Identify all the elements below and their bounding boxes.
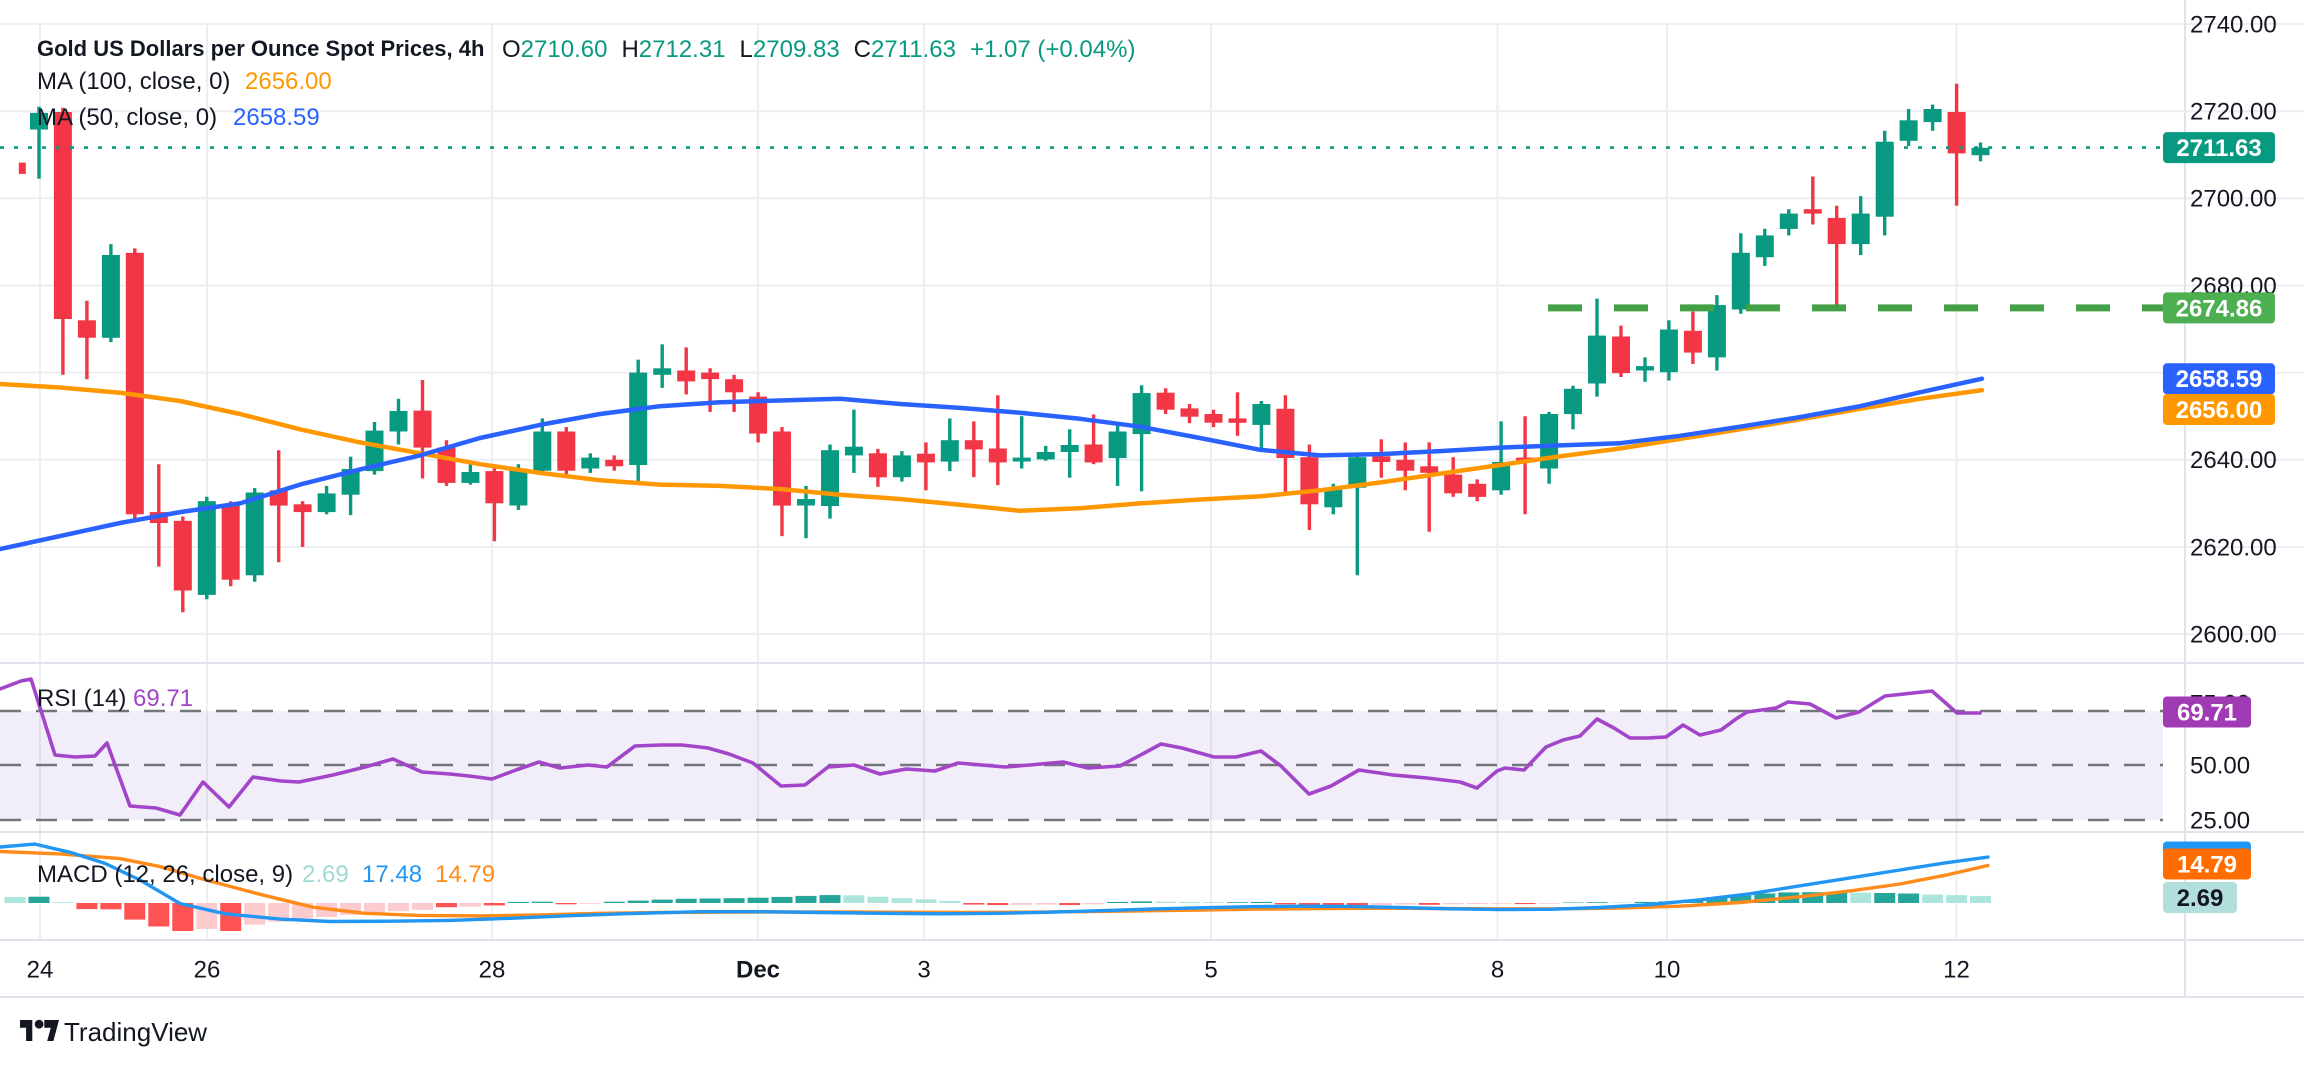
svg-text:Gold US Dollars per Ounce Spot: Gold US Dollars per Ounce Spot Prices, 4… — [37, 36, 484, 61]
svg-text:2700.00: 2700.00 — [2190, 186, 2277, 213]
svg-text:28: 28 — [479, 956, 506, 983]
svg-text:3: 3 — [917, 956, 930, 983]
svg-text:2.69: 2.69 — [2177, 885, 2224, 912]
svg-text:TradingView: TradingView — [64, 1017, 207, 1047]
svg-text:2620.00: 2620.00 — [2190, 534, 2277, 561]
svg-text:14.79: 14.79 — [2177, 851, 2237, 878]
svg-text:2600.00: 2600.00 — [2190, 622, 2277, 649]
svg-text:MA (50, close, 0)2658.59: MA (50, close, 0) 2658.59 — [37, 104, 320, 131]
svg-text:69.71: 69.71 — [2177, 699, 2237, 726]
svg-text:2674.86: 2674.86 — [2176, 295, 2263, 322]
svg-text:5: 5 — [1204, 956, 1217, 983]
svg-text:RSI (14)69.71: RSI (14) 69.71 — [37, 685, 193, 712]
svg-text:2740.00: 2740.00 — [2190, 11, 2277, 38]
svg-text:12: 12 — [1943, 956, 1970, 983]
svg-text:2656.00: 2656.00 — [2176, 397, 2263, 424]
svg-text:2658.59: 2658.59 — [2176, 366, 2263, 393]
svg-text:8: 8 — [1491, 956, 1504, 983]
svg-text:2640.00: 2640.00 — [2190, 447, 2277, 474]
svg-text:25.00: 25.00 — [2190, 807, 2250, 834]
svg-text:24: 24 — [27, 956, 54, 983]
svg-text:26: 26 — [194, 956, 221, 983]
svg-text:2720.00: 2720.00 — [2190, 99, 2277, 126]
svg-text:2711.63: 2711.63 — [2176, 135, 2261, 162]
svg-text:10: 10 — [1654, 956, 1681, 983]
svg-text:50.00: 50.00 — [2190, 752, 2250, 779]
svg-text:Dec: Dec — [736, 956, 780, 983]
svg-text:MA (100, close, 0)2656.00: MA (100, close, 0) 2656.00 — [37, 68, 332, 95]
